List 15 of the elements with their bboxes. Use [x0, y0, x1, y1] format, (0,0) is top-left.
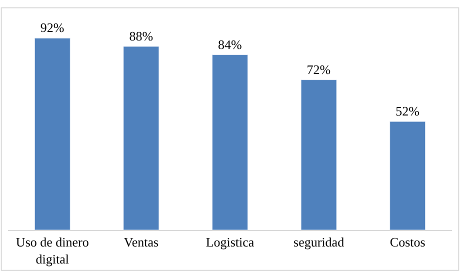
- bar: [300, 80, 337, 230]
- bar: [123, 46, 160, 230]
- bar: [390, 121, 426, 230]
- x-tick-label: Ventas: [124, 234, 159, 250]
- x-tick-label: seguridad: [294, 234, 345, 250]
- data-label: 72%: [306, 62, 331, 77]
- x-tick-label: Logistica: [206, 234, 254, 250]
- x-tick-label: Costos: [390, 234, 426, 250]
- data-label: 84%: [218, 36, 242, 52]
- x-tick-label: Uso de dinero digital: [16, 234, 89, 266]
- bar: [34, 38, 70, 230]
- data-label: 88%: [129, 28, 154, 44]
- bar: [212, 54, 248, 230]
- data-label: 52%: [396, 104, 420, 119]
- data-label: 92%: [40, 20, 64, 36]
